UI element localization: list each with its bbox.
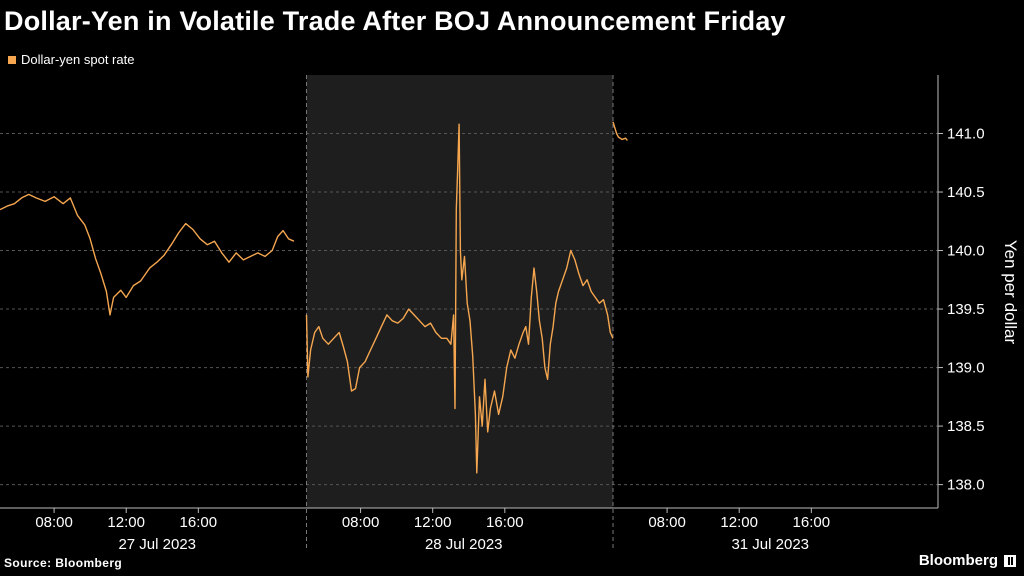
y-tick-label-2: 139.0 bbox=[947, 360, 985, 377]
legend-label: Dollar-yen spot rate bbox=[21, 52, 135, 67]
x-date-label-1: 28 Jul 2023 bbox=[425, 536, 503, 553]
x-tick-label-1-2: 16:00 bbox=[486, 514, 524, 531]
x-tick-label-1-0: 08:00 bbox=[342, 514, 380, 531]
x-tick-label-2-0: 08:00 bbox=[648, 514, 686, 531]
series-line-segment-2 bbox=[612, 121, 628, 141]
chart-title: Dollar-Yen in Volatile Trade After BOJ A… bbox=[4, 6, 786, 36]
series-line-segment-1 bbox=[305, 123, 614, 474]
y-tick-label-3: 139.5 bbox=[947, 301, 985, 318]
x-tick-label-2-1: 12:00 bbox=[720, 514, 758, 531]
y-tick-label-6: 141.0 bbox=[947, 126, 985, 143]
brand-label: Bloomberg bbox=[918, 552, 998, 569]
x-tick-label-2-2: 16:00 bbox=[793, 514, 831, 531]
x-date-label-2: 31 Jul 2023 bbox=[731, 536, 809, 553]
y-tick-label-0: 138.0 bbox=[947, 477, 985, 494]
x-tick-label-0-0: 08:00 bbox=[35, 514, 73, 531]
bloomberg-logo-icon bbox=[1004, 555, 1016, 567]
x-date-label-0: 27 Jul 2023 bbox=[118, 536, 196, 553]
source-note: Source: Bloomberg bbox=[4, 556, 123, 570]
y-tick-label-1: 138.5 bbox=[947, 418, 985, 435]
x-tick-label-0-2: 16:00 bbox=[180, 514, 218, 531]
x-tick-label-0-1: 12:00 bbox=[107, 514, 145, 531]
y-tick-label-5: 140.5 bbox=[947, 184, 985, 201]
legend: Dollar-yen spot rate bbox=[8, 52, 134, 67]
x-tick-label-1-1: 12:00 bbox=[414, 514, 452, 531]
legend-swatch bbox=[8, 55, 16, 64]
y-axis-label: Yen per dollar bbox=[1001, 240, 1020, 345]
series-line-segment-0 bbox=[0, 193, 295, 316]
y-tick-label-4: 140.0 bbox=[947, 243, 985, 260]
